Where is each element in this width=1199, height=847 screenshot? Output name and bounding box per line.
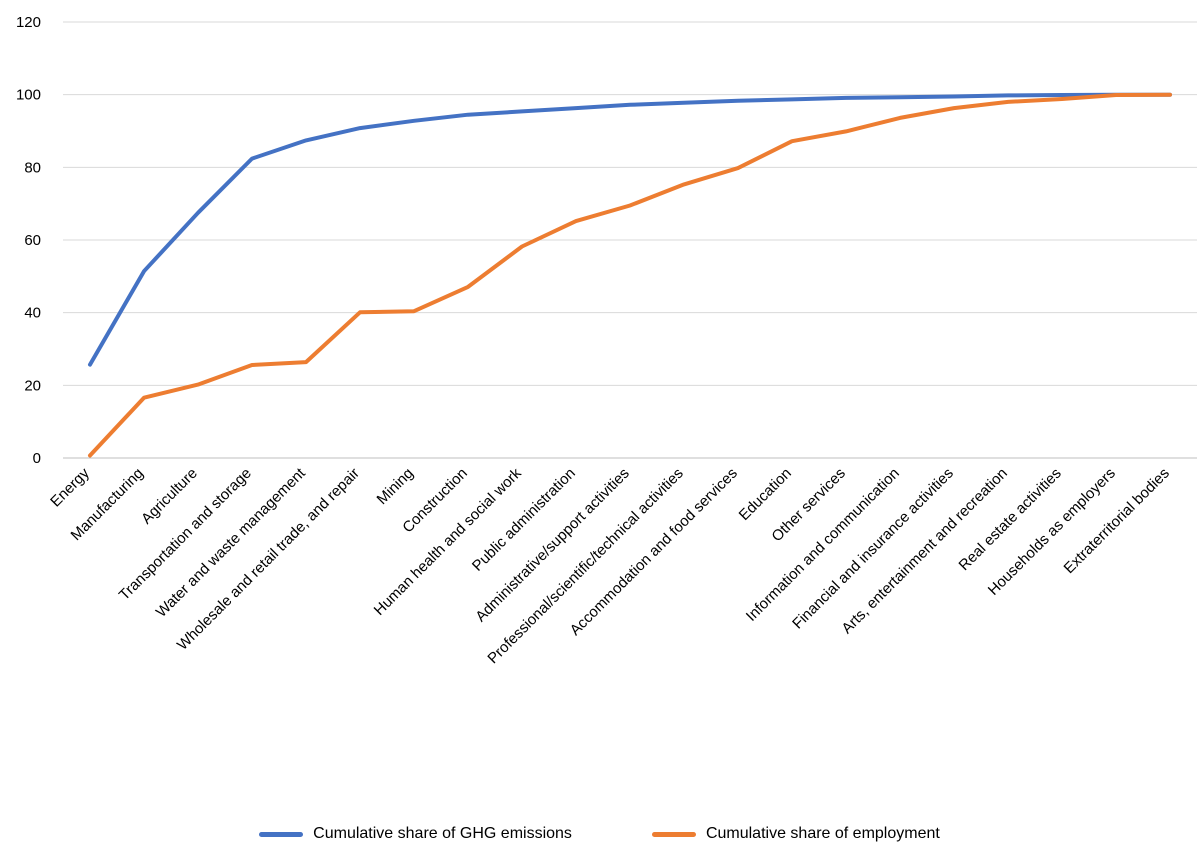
x-axis-labels: EnergyManufacturingAgricultureTransporta… — [47, 464, 1173, 667]
x-category-label: Professional/scientific/technical activi… — [484, 465, 686, 667]
y-tick-label: 100 — [16, 87, 41, 104]
x-category-label: Energy — [47, 464, 93, 510]
y-axis-ticks: 0 20 40 60 80 100 120 — [16, 14, 41, 467]
legend-swatch-employment — [651, 831, 696, 837]
x-category-label: Extraterritorial bodies — [1061, 465, 1173, 577]
legend-label-employment: Cumulative share of employment — [705, 825, 940, 842]
y-tick-label: 80 — [24, 159, 41, 176]
series-line-employment — [88, 92, 1172, 458]
y-tick-label: 60 — [24, 232, 41, 249]
series-lines — [88, 92, 1172, 458]
y-tick-label: 0 — [33, 450, 41, 467]
gridlines — [63, 21, 1197, 386]
series-line-ghg — [88, 92, 1172, 367]
x-category-label: Real estate activities — [956, 465, 1065, 574]
chart: 0 20 40 60 80 100 120 EnergyManufacturingAgric… — [16, 14, 1197, 667]
x-category-label: Public administration — [469, 465, 579, 575]
legend-label-ghg: Cumulative share of GHG emissions — [313, 825, 572, 842]
legend-item-ghg: Cumulative share of GHG emissions — [259, 825, 572, 843]
x-category-label: Mining — [374, 465, 417, 508]
legend-swatch-ghg — [259, 831, 304, 837]
y-tick-label: 20 — [24, 377, 41, 394]
legend-item-employment: Cumulative share of employment — [651, 825, 940, 843]
y-tick-label: 40 — [24, 305, 41, 322]
legend: Cumulative share of GHG emissions Cumula… — [0, 822, 1199, 846]
y-tick-label: 120 — [16, 14, 41, 31]
